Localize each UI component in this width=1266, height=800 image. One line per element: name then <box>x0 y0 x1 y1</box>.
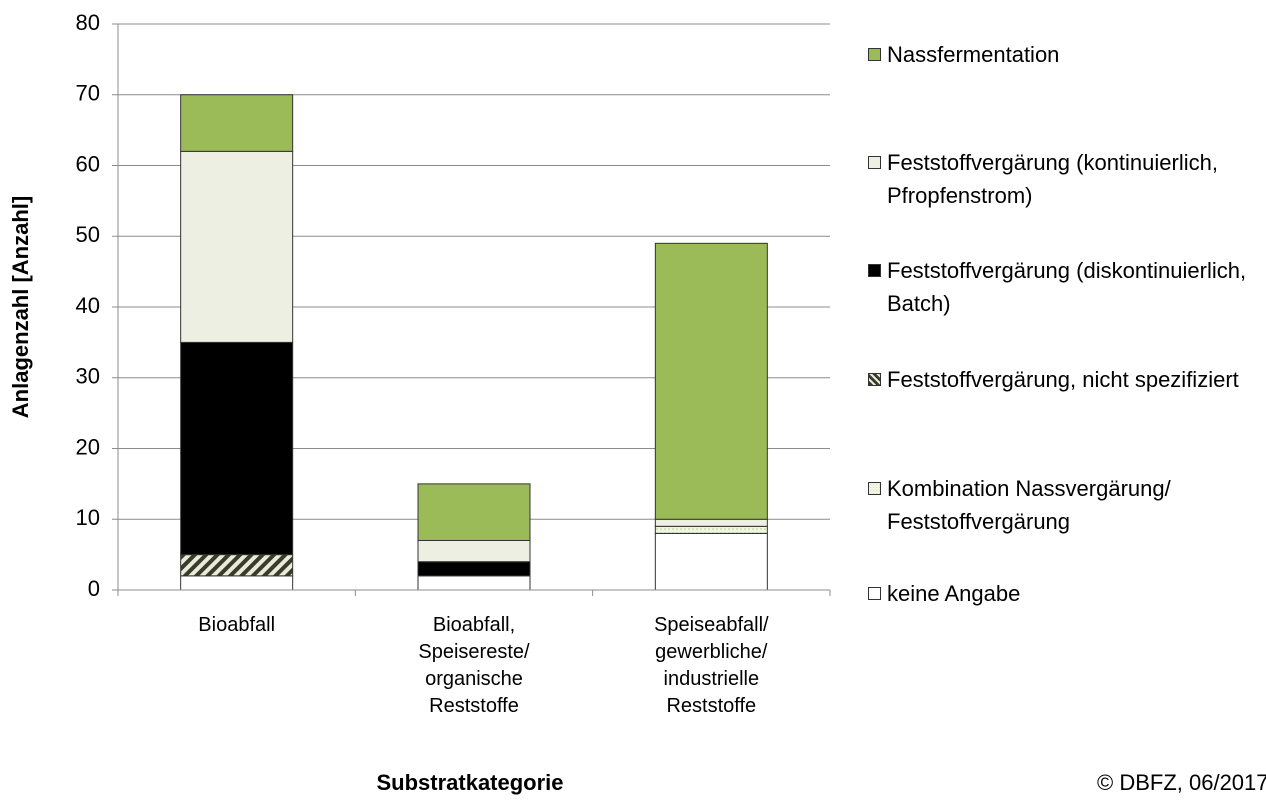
y-tick-label: 40 <box>76 293 100 318</box>
legend-item: Feststoffvergärung (diskontinuierlich, B… <box>868 254 1248 320</box>
legend-swatch <box>868 482 881 495</box>
legend-item: Feststoffvergärung (kontinuierlich, Pfro… <box>868 146 1248 212</box>
bar-segment <box>180 554 294 577</box>
y-axis-title: Anlagenzahl [Anzahl] <box>8 196 33 418</box>
y-tick-label: 50 <box>76 222 100 247</box>
bar-segment <box>417 483 531 541</box>
x-axis-title: Substratkategorie <box>376 770 564 795</box>
bar-segment <box>654 525 768 534</box>
legend-label: keine Angabe <box>887 581 1021 606</box>
bar-segment <box>654 532 768 591</box>
legend-swatch <box>868 156 881 169</box>
y-tick-label: 10 <box>76 505 100 530</box>
y-tick-label: 70 <box>76 81 100 106</box>
legend-label: Feststoffvergärung, nicht spezifiziert <box>887 367 1239 392</box>
legend-label: Kombination Nassvergärung/ Feststoffverg… <box>887 476 1171 534</box>
x-tick-label: Speiseabfall/ gewerbliche/ industrielle … <box>654 614 769 717</box>
legend-label: Feststoffvergärung (diskontinuierlich, B… <box>887 258 1247 316</box>
bar-segment <box>180 94 294 152</box>
legend-item: Nassfermentation <box>868 38 1248 71</box>
bar-segment <box>654 242 768 520</box>
legend-swatch <box>868 48 881 61</box>
legend-label: Nassfermentation <box>887 42 1060 67</box>
bar-segment <box>180 341 294 556</box>
credit: © DBFZ, 06/2017 <box>1097 770 1266 795</box>
y-tick-label: 80 <box>76 10 100 35</box>
legend-swatch <box>868 587 881 600</box>
legend-item: keine Angabe <box>868 577 1248 610</box>
legend-item: Feststoffvergärung, nicht spezifiziert <box>868 363 1248 396</box>
y-tick-label: 20 <box>76 434 100 459</box>
y-tick-label: 30 <box>76 364 100 389</box>
bar-segment <box>417 575 531 591</box>
x-tick-label: Bioabfall <box>198 614 276 636</box>
x-tick-label: Bioabfall, Speisereste/ organische Rests… <box>418 614 530 717</box>
bar-segment <box>654 518 768 527</box>
legend-label: Feststoffvergärung (kontinuierlich, Pfro… <box>887 150 1218 208</box>
legend-item: Kombination Nassvergärung/ Feststoffverg… <box>868 472 1248 538</box>
y-tick-label: 0 <box>88 576 100 601</box>
y-tick-label: 60 <box>76 151 100 176</box>
bar-segment <box>417 561 531 577</box>
bar-segment <box>180 150 294 343</box>
legend-swatch <box>868 264 881 277</box>
bar-segment <box>180 575 294 591</box>
legend-swatch <box>868 373 881 386</box>
bar-segment <box>417 539 531 563</box>
